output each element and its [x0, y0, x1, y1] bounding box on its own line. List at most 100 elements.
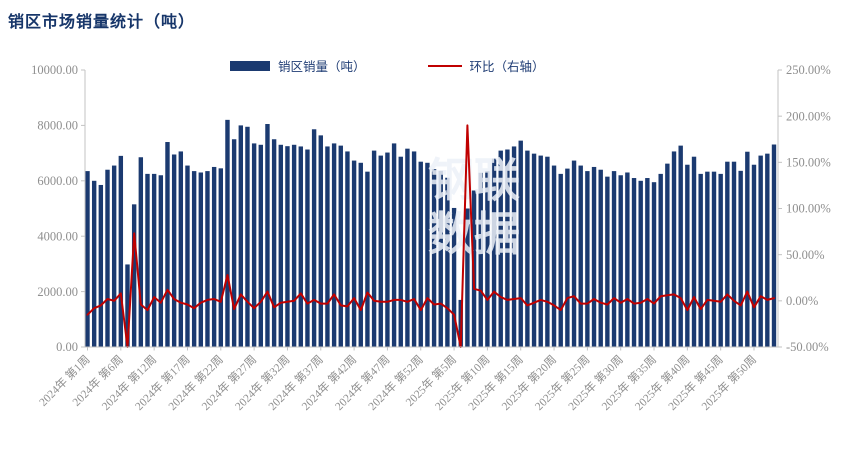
sales-bar	[158, 175, 164, 347]
sales-bar	[351, 160, 357, 347]
sales-bar	[298, 146, 303, 347]
right-axis-tick-label: 200.00%	[786, 109, 831, 123]
sales-bar	[151, 173, 157, 348]
sales-bar	[271, 139, 277, 347]
sales-bar	[371, 150, 377, 347]
sales-bar	[418, 161, 423, 347]
sales-bar	[598, 169, 603, 347]
sales-bar	[731, 161, 737, 347]
sales-bar	[558, 173, 563, 348]
sales-bar	[98, 184, 104, 347]
sales-bar	[378, 155, 383, 347]
sales-bar	[451, 207, 457, 347]
sales-bar	[198, 172, 204, 347]
watermark-text: 钢联	[428, 155, 520, 206]
sales-bar	[191, 171, 197, 347]
sales-bar	[638, 180, 643, 347]
sales-bar	[85, 171, 90, 347]
right-axis-tick-label: -50.00%	[786, 340, 829, 354]
left-axis-tick-label: 6000.00	[37, 174, 78, 188]
sales-bar	[385, 152, 390, 347]
sales-bar	[445, 177, 450, 347]
sales-bar	[185, 165, 190, 347]
sales-bar	[618, 175, 623, 347]
sales-bar	[225, 119, 230, 347]
sales-bar	[571, 160, 577, 347]
right-axis-tick-label: 0.00%	[786, 294, 818, 308]
chart-title: 销区市场销量统计（吨）	[8, 14, 196, 31]
sales-bar	[205, 171, 210, 347]
wow-line	[86, 124, 775, 348]
left-axis-tick-label: 8000.00	[37, 119, 78, 133]
sales-bar	[518, 140, 523, 347]
sales-bar	[131, 204, 137, 347]
sales-bar	[165, 142, 170, 347]
sales-bar	[725, 161, 730, 347]
watermark-text: 数据	[428, 209, 520, 260]
sales-bar	[245, 126, 250, 347]
left-axis-tick-label: 0.00	[56, 340, 78, 354]
sales-bar	[525, 150, 530, 347]
sales-bar	[118, 155, 124, 347]
sales-bar	[145, 173, 150, 348]
sales-bar	[138, 157, 144, 347]
sales-bar	[345, 151, 350, 347]
bar-swatch-icon	[230, 60, 270, 71]
sales-bar	[578, 165, 583, 347]
sales-bar	[325, 146, 330, 347]
sales-bar	[305, 149, 310, 347]
sales-bar	[405, 148, 410, 347]
legend-label-wow: 环比（右轴）	[469, 60, 545, 74]
sales-bar	[338, 145, 343, 347]
sales-bar	[745, 151, 750, 347]
sales-bar	[311, 129, 317, 347]
sales-bar	[685, 164, 690, 347]
sales-bar	[218, 168, 223, 347]
sales-bar	[265, 124, 270, 347]
sales-bar	[771, 144, 777, 347]
sales-bar	[231, 139, 237, 347]
sales-bar	[278, 144, 283, 347]
sales-bar	[531, 153, 537, 347]
sales-bar	[645, 178, 650, 347]
sales-bar	[498, 150, 503, 347]
sales-bar	[631, 178, 637, 347]
sales-bar	[591, 166, 597, 347]
line-swatch-icon	[427, 64, 462, 67]
sales-bar	[105, 169, 110, 347]
legend-label-sales: 销区销量（吨）	[278, 60, 366, 74]
right-axis-tick-label: 250.00%	[786, 63, 831, 77]
sales-bar	[665, 163, 670, 347]
sales-bar	[238, 125, 243, 348]
x-axis-tick-label: 2025年 第50周	[698, 352, 759, 413]
legend-item-wow: 环比（右轴）	[427, 56, 545, 75]
sales-bar	[365, 171, 370, 347]
sales-bar	[251, 143, 257, 347]
sales-bar	[178, 151, 184, 347]
sales-bar	[438, 170, 443, 347]
sales-bar	[285, 146, 290, 347]
sales-bar	[751, 164, 757, 347]
sales-bar	[625, 172, 630, 347]
sales-bar	[411, 151, 417, 347]
sales-bar	[538, 155, 543, 347]
sales-bar	[585, 171, 590, 347]
sales-bar	[698, 173, 703, 348]
sales-bar	[171, 154, 177, 347]
sales-bar	[331, 143, 337, 347]
left-axis-tick-label: 2000.00	[37, 285, 78, 299]
sales-bar	[705, 171, 710, 347]
sales-bar	[511, 146, 517, 347]
legend-item-sales: 销区销量（吨）	[230, 56, 366, 75]
right-axis-tick-label: 100.00%	[786, 202, 831, 216]
right-axis-tick-label: 150.00%	[786, 156, 831, 170]
sales-bar	[678, 145, 683, 347]
sales-bar	[765, 153, 770, 347]
sales-bar	[551, 165, 557, 347]
sales-bar	[125, 264, 130, 347]
sales-bar	[658, 173, 663, 348]
sales-bar	[391, 143, 397, 347]
sales-bar	[718, 173, 723, 348]
